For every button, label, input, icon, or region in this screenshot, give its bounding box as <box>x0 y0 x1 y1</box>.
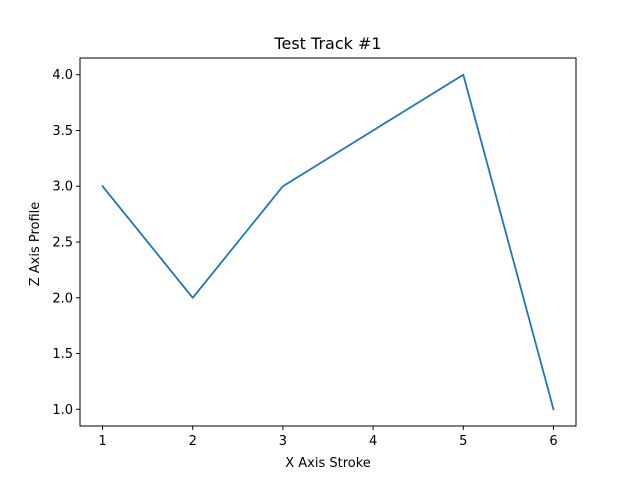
x-tick-label-4: 5 <box>459 434 467 449</box>
x-tick-label-2: 3 <box>279 434 287 449</box>
y-tick-label-4: 3.0 <box>52 180 73 195</box>
x-tick-label-3: 4 <box>369 434 377 449</box>
y-tick-label-3: 2.5 <box>52 236 73 251</box>
y-tick-label-6: 4.0 <box>52 68 73 83</box>
x-axis-label: X Axis Stroke <box>285 456 371 471</box>
x-tick-label-0: 1 <box>98 434 106 449</box>
x-tick-label-1: 2 <box>189 434 197 449</box>
series-line-0 <box>101 73 555 411</box>
y-axis-label: Z Axis Profile <box>28 202 43 287</box>
y-tick-label-0: 1.0 <box>52 403 73 418</box>
x-tick-label-5: 6 <box>549 434 557 449</box>
y-tick-label-5: 3.5 <box>52 124 73 139</box>
plot-area: 1 2 3 4 5 6 1.0 1.5 2.0 2.5 3.0 3.5 4.0 <box>52 57 577 449</box>
chart-title: Test Track #1 <box>273 34 381 53</box>
y-tick-label-1: 1.5 <box>52 347 73 362</box>
y-tick-label-2: 2.0 <box>52 291 73 306</box>
